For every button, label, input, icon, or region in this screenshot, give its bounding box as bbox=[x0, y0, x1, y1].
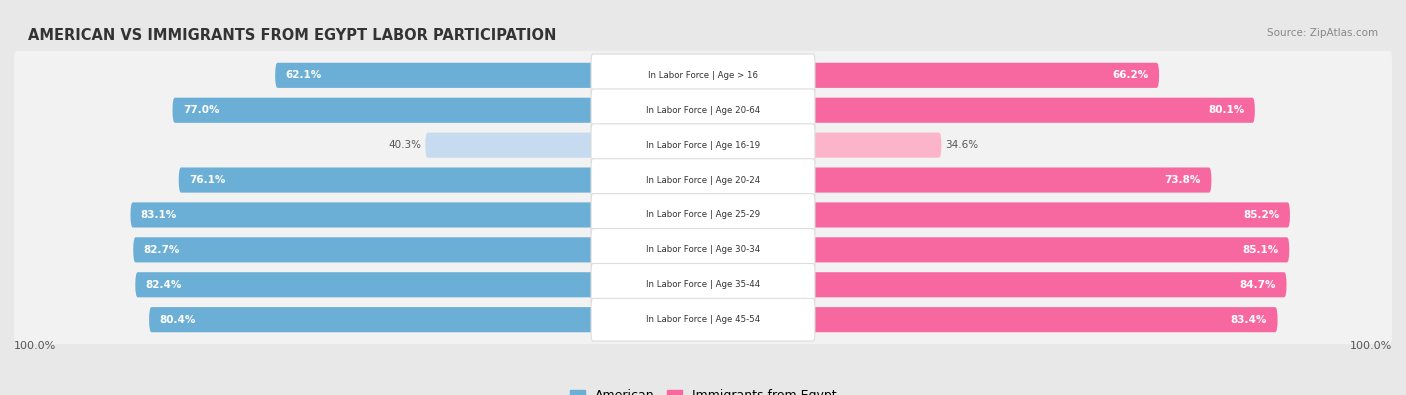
Text: In Labor Force | Age > 16: In Labor Force | Age > 16 bbox=[648, 71, 758, 80]
Text: 84.7%: 84.7% bbox=[1240, 280, 1277, 290]
FancyBboxPatch shape bbox=[149, 307, 703, 332]
FancyBboxPatch shape bbox=[591, 298, 815, 341]
Text: 85.1%: 85.1% bbox=[1243, 245, 1279, 255]
Text: 66.2%: 66.2% bbox=[1112, 70, 1149, 80]
FancyBboxPatch shape bbox=[703, 272, 1286, 297]
FancyBboxPatch shape bbox=[276, 63, 703, 88]
FancyBboxPatch shape bbox=[703, 167, 1212, 193]
FancyBboxPatch shape bbox=[591, 229, 815, 271]
FancyBboxPatch shape bbox=[134, 237, 703, 262]
FancyBboxPatch shape bbox=[14, 86, 1392, 135]
Text: In Labor Force | Age 20-24: In Labor Force | Age 20-24 bbox=[645, 175, 761, 184]
FancyBboxPatch shape bbox=[131, 202, 703, 228]
FancyBboxPatch shape bbox=[14, 121, 1392, 169]
FancyBboxPatch shape bbox=[591, 89, 815, 132]
FancyBboxPatch shape bbox=[703, 98, 1254, 123]
FancyBboxPatch shape bbox=[14, 51, 1392, 100]
Text: 82.4%: 82.4% bbox=[146, 280, 181, 290]
Text: 83.4%: 83.4% bbox=[1230, 315, 1267, 325]
FancyBboxPatch shape bbox=[703, 133, 942, 158]
FancyBboxPatch shape bbox=[591, 124, 815, 166]
FancyBboxPatch shape bbox=[703, 202, 1289, 228]
FancyBboxPatch shape bbox=[591, 159, 815, 201]
FancyBboxPatch shape bbox=[703, 63, 1159, 88]
Text: 83.1%: 83.1% bbox=[141, 210, 177, 220]
Text: 76.1%: 76.1% bbox=[188, 175, 225, 185]
FancyBboxPatch shape bbox=[14, 260, 1392, 309]
Text: In Labor Force | Age 30-34: In Labor Force | Age 30-34 bbox=[645, 245, 761, 254]
Text: 85.2%: 85.2% bbox=[1243, 210, 1279, 220]
FancyBboxPatch shape bbox=[591, 263, 815, 306]
FancyBboxPatch shape bbox=[14, 190, 1392, 239]
Text: 40.3%: 40.3% bbox=[389, 140, 422, 150]
FancyBboxPatch shape bbox=[426, 133, 703, 158]
FancyBboxPatch shape bbox=[14, 295, 1392, 344]
Text: In Labor Force | Age 16-19: In Labor Force | Age 16-19 bbox=[645, 141, 761, 150]
FancyBboxPatch shape bbox=[135, 272, 703, 297]
FancyBboxPatch shape bbox=[703, 237, 1289, 262]
FancyBboxPatch shape bbox=[14, 156, 1392, 205]
Text: 80.4%: 80.4% bbox=[159, 315, 195, 325]
FancyBboxPatch shape bbox=[591, 194, 815, 236]
Text: In Labor Force | Age 25-29: In Labor Force | Age 25-29 bbox=[645, 211, 761, 220]
Legend: American, Immigrants from Egypt: American, Immigrants from Egypt bbox=[565, 384, 841, 395]
Text: In Labor Force | Age 20-64: In Labor Force | Age 20-64 bbox=[645, 106, 761, 115]
Text: 82.7%: 82.7% bbox=[143, 245, 180, 255]
Text: AMERICAN VS IMMIGRANTS FROM EGYPT LABOR PARTICIPATION: AMERICAN VS IMMIGRANTS FROM EGYPT LABOR … bbox=[28, 28, 557, 43]
Text: 77.0%: 77.0% bbox=[183, 105, 219, 115]
FancyBboxPatch shape bbox=[591, 54, 815, 97]
Text: Source: ZipAtlas.com: Source: ZipAtlas.com bbox=[1267, 28, 1378, 38]
FancyBboxPatch shape bbox=[703, 307, 1278, 332]
Text: 80.1%: 80.1% bbox=[1208, 105, 1244, 115]
Text: In Labor Force | Age 45-54: In Labor Force | Age 45-54 bbox=[645, 315, 761, 324]
Text: 100.0%: 100.0% bbox=[1350, 341, 1392, 351]
Text: 73.8%: 73.8% bbox=[1164, 175, 1201, 185]
FancyBboxPatch shape bbox=[173, 98, 703, 123]
Text: 34.6%: 34.6% bbox=[945, 140, 979, 150]
FancyBboxPatch shape bbox=[14, 226, 1392, 274]
Text: 100.0%: 100.0% bbox=[14, 341, 56, 351]
FancyBboxPatch shape bbox=[179, 167, 703, 193]
Text: 62.1%: 62.1% bbox=[285, 70, 322, 80]
Text: In Labor Force | Age 35-44: In Labor Force | Age 35-44 bbox=[645, 280, 761, 289]
